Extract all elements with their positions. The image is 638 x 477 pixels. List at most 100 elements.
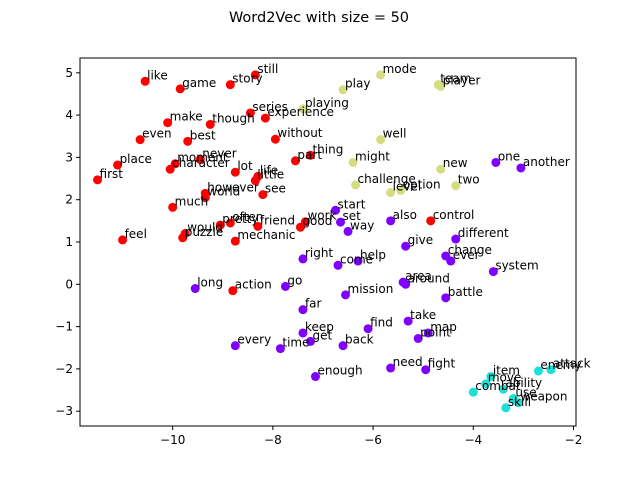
label-thing: thing [312, 142, 343, 156]
label-part: part [297, 148, 322, 162]
point-world [200, 193, 210, 203]
point-move [481, 379, 491, 389]
point-get [305, 336, 315, 346]
point-life [253, 171, 263, 181]
point-good [295, 222, 305, 232]
label-use: use [515, 386, 536, 400]
point-ability [498, 384, 508, 394]
point-long [190, 284, 200, 294]
label-experience: experience [267, 105, 334, 119]
label-mission: mission [348, 282, 394, 296]
label-fight: fight [428, 357, 456, 371]
label-skill: skill [508, 395, 531, 409]
point-action [228, 286, 238, 296]
label-even: even [142, 127, 171, 141]
label-team: team [440, 72, 471, 86]
point-well [376, 135, 386, 145]
label-ability: ability [505, 376, 542, 390]
label-come: come [340, 252, 373, 266]
label-ever: ever [453, 248, 480, 262]
label-area: area [405, 269, 432, 283]
point-fight [421, 365, 431, 375]
point-take [403, 316, 413, 326]
chart-title: Word2Vec with size = 50 [229, 10, 409, 26]
label-story: story [232, 72, 262, 86]
point-see [258, 190, 268, 200]
y-tick-label: −1 [55, 320, 73, 334]
point-keep [298, 328, 308, 338]
y-tick-label: −2 [55, 362, 73, 376]
label-often: often [232, 210, 263, 224]
label-would: would [187, 221, 223, 235]
y-tick-label: −3 [55, 404, 73, 418]
point-never [195, 155, 205, 165]
point-two [451, 181, 461, 191]
y-tick-label: 5 [65, 66, 73, 80]
label-feel: feel [125, 227, 147, 241]
label-system: system [495, 259, 538, 273]
label-well: well [383, 127, 407, 141]
point-friend [253, 221, 263, 231]
y-tick-label: 1 [65, 235, 73, 249]
label-battle: battle [448, 285, 483, 299]
label-enemy: enemy [540, 358, 581, 372]
label-pretty: pretty [222, 212, 258, 226]
point-place [113, 160, 123, 170]
label-start: start [338, 197, 366, 211]
label-far: far [305, 297, 322, 311]
point-feel [118, 235, 128, 245]
label-without: without [277, 126, 322, 140]
label-help: help [360, 248, 386, 262]
point-point [413, 333, 423, 343]
point-ever [446, 256, 456, 266]
point-lot [230, 167, 240, 177]
point-enemy [533, 366, 543, 376]
point-help [353, 256, 363, 266]
point-right [298, 254, 308, 264]
point-back [338, 341, 348, 351]
label-weapon: weapon [520, 390, 567, 404]
label-challenge: challenge [358, 172, 416, 186]
label-mechanic: mechanic [237, 228, 295, 242]
label-good: good [302, 214, 332, 228]
point-still [250, 70, 260, 80]
point-mechanic [230, 236, 240, 246]
point-combat [468, 387, 478, 397]
label-playing: playing [305, 96, 349, 110]
label-still: still [257, 62, 278, 76]
point-weapon [513, 398, 523, 408]
label-around: around [408, 271, 450, 285]
label-get: get [312, 328, 332, 342]
label-character: character [172, 156, 230, 170]
label-world: world [207, 185, 240, 199]
point-experience [260, 113, 270, 123]
label-move: move [488, 371, 522, 385]
label-like: like [147, 68, 168, 82]
point-find [363, 324, 373, 334]
label-see: see [265, 182, 286, 196]
x-tick-label: −4 [464, 433, 482, 447]
point-mission [341, 290, 351, 300]
label-point: point [420, 325, 451, 339]
label-every: every [237, 333, 271, 347]
label-life: life [260, 163, 278, 177]
y-tick-label: 2 [65, 193, 73, 207]
label-puzzle: puzzle [185, 225, 224, 239]
label-combat: combat [475, 379, 521, 393]
point-playing [298, 104, 308, 114]
label-also: also [393, 208, 417, 222]
label-map: map [430, 320, 457, 334]
point-often [225, 218, 235, 228]
point-though [205, 119, 215, 129]
point-option [396, 185, 406, 195]
label-way: way [350, 218, 374, 232]
label-work: work [307, 209, 336, 223]
label-little: little [257, 168, 284, 182]
label-make: make [170, 110, 203, 124]
label-much: much [175, 194, 209, 208]
x-tick-label: −10 [160, 433, 185, 447]
label-action: action [235, 278, 272, 292]
label-give: give [408, 233, 433, 247]
point-best [183, 136, 193, 146]
